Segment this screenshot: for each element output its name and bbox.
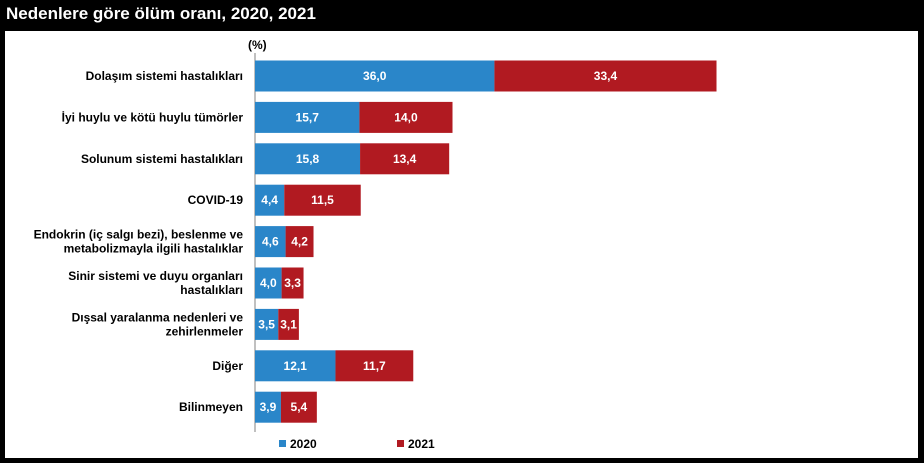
data-label-2021-0: 33,4 [594, 69, 618, 83]
bar-2021-2 [360, 143, 450, 175]
bar-2020-4 [255, 226, 286, 258]
category-label-0: Dolaşım sistemi hastalıkları [86, 69, 243, 83]
bar-2021-8 [280, 391, 317, 423]
bars-group: 36,0 33,4 15,7 14,0 15,8 13,4 4,4 11,5 4,6 4,2 4,0… [255, 60, 717, 423]
data-label-2021-4: 4,2 [291, 235, 308, 249]
data-label-2020-0: 36,0 [363, 69, 387, 83]
legend-swatch-2021 [397, 440, 404, 447]
data-label-2021-3: 11,5 [311, 193, 334, 207]
bar-2021-3 [284, 184, 361, 216]
bar-2020-0 [255, 60, 495, 92]
bar-2020-8 [255, 391, 281, 423]
category-label-7: Diğer [212, 359, 243, 373]
stacked-bar-chart: (%) 36,0 33,4 15,7 14,0 15,8 13,4 4,4 11,5 4,6 4,… [34, 38, 717, 451]
category-label-8: Bilinmeyen [179, 400, 243, 414]
data-label-2020-1: 15,7 [296, 110, 320, 124]
category-labels-group: Dolaşım sistemi hastalıkları İyi huylu ve… [34, 69, 244, 414]
bar-2021-0 [494, 60, 717, 92]
data-label-2020-4: 4,6 [262, 235, 279, 249]
unit-label: (%) [248, 38, 267, 52]
data-label-2020-8: 3,9 [260, 400, 277, 414]
bar-2020-3 [255, 184, 285, 216]
bar-2020-1 [255, 101, 360, 133]
legend: 2020 2021 [279, 437, 435, 451]
category-label-5-line-0: Sinir sistemi ve duyu organları [68, 269, 243, 283]
chart-title: Nedenlere göre ölüm oranı, 2020, 2021 [6, 4, 316, 23]
title-bar: Nedenlere göre ölüm oranı, 2020, 2021 [0, 0, 924, 30]
category-label-4-line-1: metabolizmayla ilgili hastalıklar [64, 242, 244, 256]
chart-panel: (%) 36,0 33,4 15,7 14,0 15,8 13,4 4,4 11,5 4,6 4,… [5, 31, 918, 458]
bar-2020-6 [255, 308, 279, 340]
bar-2021-7 [335, 350, 414, 382]
bar-2021-1 [359, 101, 453, 133]
category-label-1: İyi huylu ve kötü huylu tümörler [62, 109, 244, 124]
data-label-2020-2: 15,8 [296, 152, 320, 166]
data-label-2021-2: 13,4 [393, 152, 417, 166]
bar-2020-7 [255, 350, 336, 382]
category-label-5-line-1: hastalıkları [180, 283, 243, 297]
bar-2020-2 [255, 143, 361, 175]
category-label-3: COVID-19 [188, 193, 244, 207]
legend-label-2021: 2021 [408, 437, 435, 451]
bar-2021-6 [278, 308, 299, 340]
data-label-2021-8: 5,4 [291, 400, 308, 414]
legend-label-2020: 2020 [290, 437, 317, 451]
category-label-4-line-0: Endokrin (iç salgı bezi), beslenme ve [34, 228, 244, 242]
data-label-2021-6: 3,1 [280, 317, 297, 331]
data-label-2021-7: 11,7 [363, 359, 386, 373]
category-label-6-line-0: Dışsal yaralanma nedenleri ve [72, 310, 244, 324]
legend-swatch-2020 [279, 440, 286, 447]
data-label-2020-7: 12,1 [284, 359, 308, 373]
data-label-2020-6: 3,5 [258, 317, 275, 331]
category-label-2: Solunum sistemi hastalıkları [81, 152, 243, 166]
bar-2020-5 [255, 267, 282, 299]
data-label-2021-5: 3,3 [284, 276, 301, 290]
data-label-2020-5: 4,0 [260, 276, 277, 290]
bar-2021-5 [281, 267, 304, 299]
data-label-2020-3: 4,4 [261, 193, 278, 207]
data-label-2021-1: 14,0 [394, 110, 418, 124]
bar-2021-4 [285, 226, 314, 258]
category-label-6-line-1: zehirlenmeler [166, 324, 244, 338]
